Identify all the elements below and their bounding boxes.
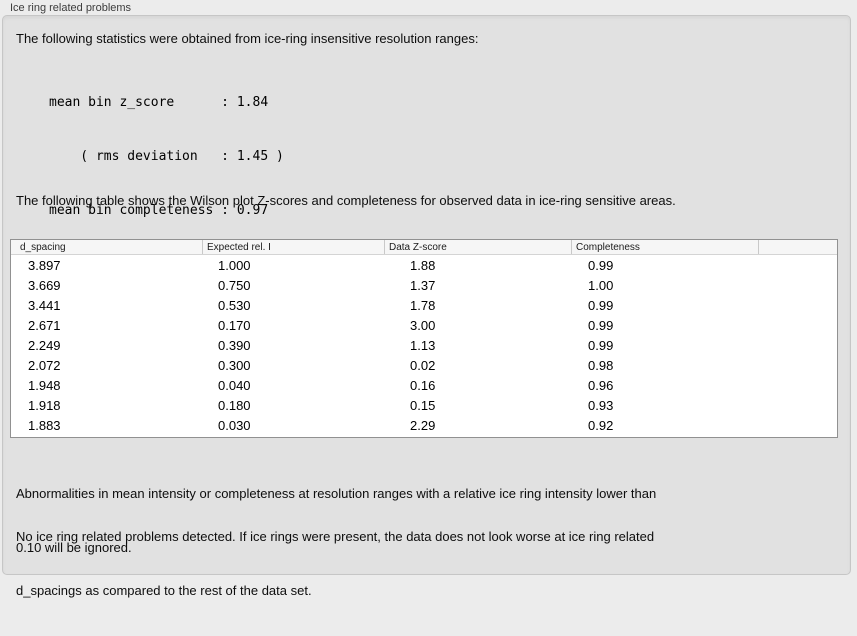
- cell-d-spacing: 1.883: [28, 417, 61, 433]
- groupbox-title: Ice ring related problems: [10, 2, 132, 14]
- intro-text: The following statistics were obtained f…: [16, 31, 479, 46]
- cell-data-z-score: 1.78: [410, 297, 436, 313]
- cell-completeness: 1.00: [588, 277, 614, 293]
- cell-expected-rel-i: 0.750: [218, 277, 251, 293]
- column-header-data-z-score[interactable]: Data Z-score: [384, 240, 571, 254]
- cell-data-z-score: 1.37: [410, 277, 436, 293]
- table-row[interactable]: 2.671 0.170 3.00 0.99: [11, 315, 837, 335]
- cell-expected-rel-i: 0.300: [218, 357, 251, 373]
- cell-completeness: 0.99: [588, 297, 614, 313]
- cell-d-spacing: 2.671: [28, 317, 61, 333]
- note-line: No ice ring related problems detected. I…: [16, 529, 655, 544]
- table-row[interactable]: 3.441 0.530 1.78 0.99: [11, 295, 837, 315]
- cell-d-spacing: 3.897: [28, 257, 61, 273]
- cell-completeness: 0.99: [588, 317, 614, 333]
- cell-completeness: 0.99: [588, 337, 614, 353]
- cell-completeness: 0.96: [588, 377, 614, 393]
- table-row[interactable]: 3.669 0.750 1.37 1.00: [11, 275, 837, 295]
- description-line: The following table shows the Wilson plo…: [16, 193, 676, 208]
- cell-completeness: 0.93: [588, 397, 614, 413]
- cell-data-z-score: 1.88: [410, 257, 436, 273]
- table-header-row: d_spacing Expected rel. I Data Z-score C…: [11, 240, 837, 255]
- table-row[interactable]: 2.249 0.390 1.13 0.99: [11, 335, 837, 355]
- note-line: Abnormalities in mean intensity or compl…: [16, 486, 657, 501]
- cell-expected-rel-i: 0.530: [218, 297, 251, 313]
- cell-d-spacing: 3.669: [28, 277, 61, 293]
- cell-data-z-score: 3.00: [410, 317, 436, 333]
- cell-d-spacing: 2.249: [28, 337, 61, 353]
- cell-d-spacing: 1.918: [28, 397, 61, 413]
- ice-ring-table[interactable]: d_spacing Expected rel. I Data Z-score C…: [10, 239, 838, 438]
- cell-data-z-score: 0.02: [410, 357, 436, 373]
- table-row[interactable]: 3.897 1.000 1.88 0.99: [11, 255, 837, 275]
- column-header-expected-rel-i[interactable]: Expected rel. I: [202, 240, 384, 254]
- column-header-completeness[interactable]: Completeness: [571, 240, 758, 254]
- cell-expected-rel-i: 0.030: [218, 417, 251, 433]
- cell-d-spacing: 2.072: [28, 357, 61, 373]
- cell-completeness: 0.99: [588, 257, 614, 273]
- ice-ring-panel: Ice ring related problems The following …: [2, 2, 851, 598]
- cell-expected-rel-i: 1.000: [218, 257, 251, 273]
- table-row[interactable]: 1.948 0.040 0.16 0.96: [11, 375, 837, 395]
- cell-completeness: 0.92: [588, 417, 614, 433]
- table-row[interactable]: 2.072 0.300 0.02 0.98: [11, 355, 837, 375]
- stat-line: ( rms deviation : 1.45 ): [49, 149, 284, 164]
- column-header-d-spacing[interactable]: d_spacing: [20, 241, 66, 253]
- column-header-empty: [758, 240, 837, 254]
- cell-expected-rel-i: 0.180: [218, 397, 251, 413]
- cell-data-z-score: 0.16: [410, 377, 436, 393]
- cell-data-z-score: 2.29: [410, 417, 436, 433]
- cell-d-spacing: 3.441: [28, 297, 61, 313]
- stat-line: mean bin z_score : 1.84: [49, 95, 269, 110]
- cell-expected-rel-i: 0.040: [218, 377, 251, 393]
- table-body: 3.897 1.000 1.88 0.99 3.669 0.750 1.37 1…: [11, 255, 837, 435]
- cell-data-z-score: 0.15: [410, 397, 436, 413]
- table-row[interactable]: 1.918 0.180 0.15 0.93: [11, 395, 837, 415]
- cell-completeness: 0.98: [588, 357, 614, 373]
- cell-expected-rel-i: 0.390: [218, 337, 251, 353]
- stat-line: mean bin completeness : 0.97: [49, 203, 269, 218]
- cell-d-spacing: 1.948: [28, 377, 61, 393]
- cell-data-z-score: 1.13: [410, 337, 436, 353]
- cell-expected-rel-i: 0.170: [218, 317, 251, 333]
- conclusion-note: No ice ring related problems detected. I…: [16, 492, 654, 636]
- note-line: d_spacings as compared to the rest of th…: [16, 583, 312, 598]
- table-row[interactable]: 1.883 0.030 2.29 0.92: [11, 415, 837, 435]
